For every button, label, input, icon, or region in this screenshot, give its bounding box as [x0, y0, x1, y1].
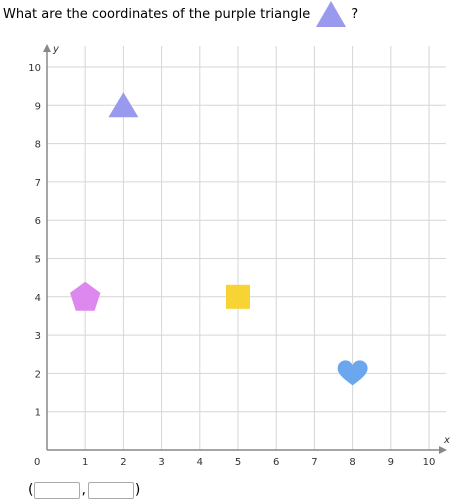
x-tick-label: 6 [273, 457, 279, 468]
shapes [70, 92, 368, 386]
heart-shape [337, 360, 368, 386]
x-tick-label: 5 [235, 457, 241, 468]
y-tick-label: 10 [28, 63, 41, 74]
question-prompt: What are the coordinates of the purple t… [3, 0, 358, 28]
y-tick-label: 3 [35, 331, 41, 342]
origin-label: 0 [34, 457, 40, 468]
answer-row: ( , ) [27, 480, 141, 500]
question-mark: ? [351, 6, 359, 22]
y-tick-label: 9 [35, 101, 41, 112]
y-tick-label: 4 [35, 293, 41, 304]
coordinate-plane: x y 0 1 2 3 4 5 6 7 8 9 10 1 2 3 4 5 6 7 8 9 10 [28, 44, 450, 468]
y-tick-label: 7 [35, 178, 41, 189]
x-tick-label: 4 [197, 457, 203, 468]
x-tick-label: 10 [423, 457, 436, 468]
y-axis-arrow [43, 44, 51, 52]
x-axis-label: x [443, 435, 450, 446]
question-text: What are the coordinates of the purple t… [3, 6, 311, 22]
square-shape [226, 284, 250, 309]
x-coordinate-input[interactable] [34, 481, 81, 499]
axes: x y 0 [34, 44, 450, 468]
x-tick-label: 3 [158, 457, 164, 468]
x-axis-arrow [439, 446, 447, 454]
x-tick-label: 9 [388, 457, 394, 468]
open-paren: ( [28, 482, 34, 498]
pentagon-shape [70, 281, 101, 311]
y-axis-label: y [52, 44, 60, 55]
y-tick-label: 2 [35, 369, 41, 380]
y-tick-label: 8 [35, 140, 41, 151]
y-tick-label: 5 [35, 255, 41, 266]
x-tick-label: 7 [311, 457, 317, 468]
x-tick-label: 1 [82, 457, 88, 468]
purple-triangle-icon [316, 1, 347, 27]
y-tick-label: 6 [35, 216, 41, 227]
gridlines [47, 46, 446, 450]
x-tick-label: 8 [349, 457, 355, 468]
comma: , [81, 482, 86, 498]
x-tick-label: 2 [120, 457, 126, 468]
y-tick-label: 1 [35, 408, 41, 419]
y-coordinate-input[interactable] [87, 481, 134, 499]
triangle-shape [108, 92, 139, 118]
close-paren: ) [134, 482, 141, 498]
tick-labels: 1 2 3 4 5 6 7 8 9 10 1 2 3 4 5 6 7 8 9 10 [28, 63, 435, 468]
